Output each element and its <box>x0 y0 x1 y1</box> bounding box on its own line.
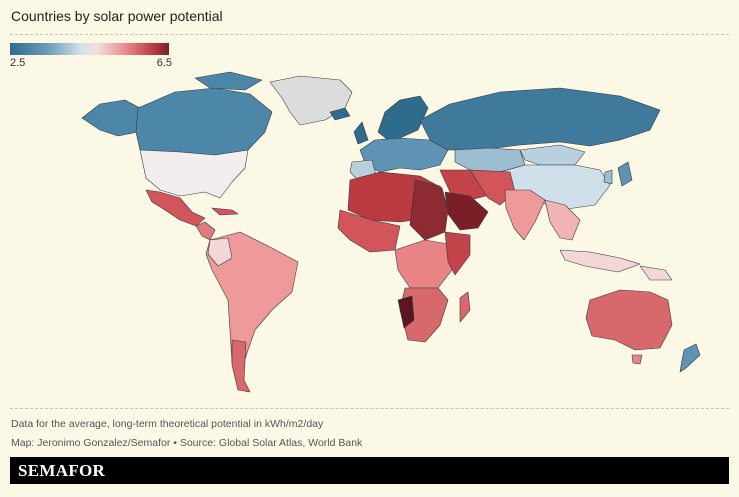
legend-max-label: 6.5 <box>156 57 172 69</box>
region-patagonia <box>231 339 251 393</box>
top-divider <box>10 34 729 35</box>
map-title: Countries by solar power potential <box>11 8 223 24</box>
region-europe <box>359 137 449 173</box>
brand-bar: SEMAFOR <box>10 457 729 484</box>
region-namibia <box>397 295 415 329</box>
region-caribbean <box>211 207 239 216</box>
region-indonesia <box>559 249 641 273</box>
footnote: Data for the average, long-term theoreti… <box>11 418 324 430</box>
brand-logo[interactable]: SEMAFOR <box>18 461 106 480</box>
region-mexico <box>145 189 206 227</box>
region-madagascar <box>459 291 471 323</box>
region-central-africa <box>394 239 453 289</box>
region-southeast-asia <box>544 199 581 241</box>
region-scandinavia <box>377 95 429 141</box>
region-india <box>504 189 546 241</box>
legend-min-label: 2.5 <box>10 57 26 69</box>
world-map <box>81 71 701 393</box>
region-alaska <box>81 99 141 137</box>
region-australia <box>585 289 673 351</box>
region-papua <box>639 265 673 281</box>
region-uk <box>353 121 369 145</box>
region-mongolia <box>519 144 586 166</box>
region-canada <box>135 87 273 156</box>
region-arctic-islands <box>194 71 263 91</box>
region-russia <box>419 87 661 151</box>
region-arabia <box>444 191 489 231</box>
color-legend: 2.5 6.5 <box>10 43 172 69</box>
region-iceland <box>329 107 351 121</box>
region-usa <box>139 149 249 199</box>
source-credit: Map: Jeronimo Gonzalez/Semafor • Source:… <box>11 437 363 449</box>
legend-gradient-bar <box>10 43 169 55</box>
region-korea <box>603 169 613 185</box>
region-tasmania <box>631 354 643 365</box>
region-central-america <box>195 221 216 241</box>
region-colombia <box>207 237 233 267</box>
region-west-africa <box>337 209 401 253</box>
region-new-zealand <box>679 343 701 373</box>
region-japan <box>617 161 633 187</box>
bottom-divider <box>10 408 729 409</box>
region-east-africa <box>444 231 471 276</box>
